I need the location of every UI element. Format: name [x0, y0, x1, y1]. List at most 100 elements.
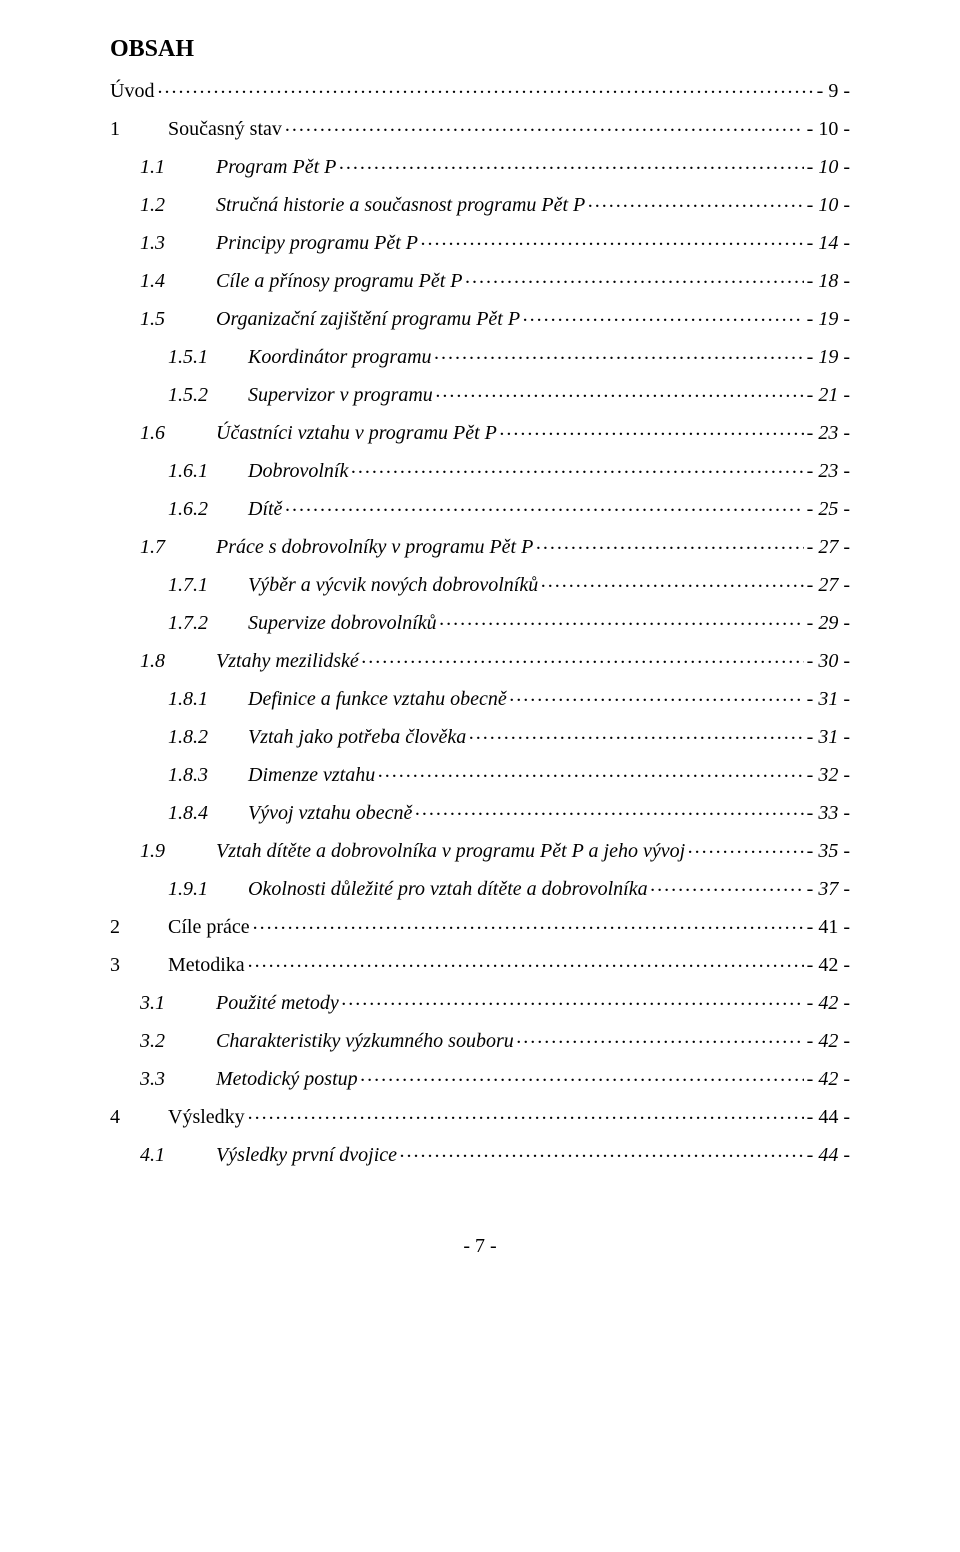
- toc-list: Úvod- 9 -1Současný stav- 10 -1.1Program …: [110, 77, 850, 1165]
- toc-entry-number: 4.1: [140, 1145, 216, 1165]
- toc-row: 1.5Organizační zajištění programu Pět P -…: [110, 305, 850, 329]
- toc-entry-number: 1.5: [140, 309, 216, 329]
- toc-row: 1.8.2Vztah jako potřeba člověka- 31 -: [110, 723, 850, 747]
- toc-leader-dots: [688, 837, 804, 857]
- toc-entry-page: - 35 -: [807, 841, 850, 861]
- toc-title: OBSAH: [110, 36, 850, 63]
- toc-entry-text: Vztahy mezilidské: [216, 650, 359, 672]
- toc-entry-label: 1Současný stav: [110, 119, 282, 139]
- toc-entry-page: - 19 -: [807, 309, 850, 329]
- toc-entry-label: 1.5.1Koordinátor programu: [168, 347, 432, 367]
- toc-row: 1.6.1Dobrovolník - 23 -: [110, 457, 850, 481]
- toc-entry-page: - 9 -: [817, 81, 850, 101]
- toc-entry-label: 1.8.4Vývoj vztahu obecně: [168, 803, 412, 823]
- toc-leader-dots: [361, 1065, 804, 1085]
- toc-entry-text: Cíle a přínosy programu Pět P: [216, 270, 462, 292]
- toc-entry-page: - 19 -: [807, 347, 850, 367]
- toc-entry-page: - 42 -: [807, 1031, 850, 1051]
- toc-entry-number: 3.3: [140, 1069, 216, 1089]
- toc-leader-dots: [435, 343, 804, 363]
- toc-leader-dots: [285, 495, 803, 515]
- toc-entry-page: - 27 -: [807, 575, 850, 595]
- toc-entry-number: 1.9: [140, 841, 216, 861]
- toc-leader-dots: [588, 191, 803, 211]
- toc-entry-page: - 14 -: [807, 233, 850, 253]
- toc-entry-label: 3.2Charakteristiky výzkumného souboru: [140, 1031, 514, 1051]
- toc-row: 3.2Charakteristiky výzkumného souboru - 4…: [110, 1027, 850, 1051]
- toc-entry-text: Dobrovolník: [248, 460, 348, 482]
- toc-entry-text: Dimenze vztahu: [248, 764, 375, 786]
- toc-row: 1.2Stručná historie a současnost program…: [110, 191, 850, 215]
- toc-entry-label: 3Metodika: [110, 955, 245, 975]
- toc-leader-dots: [523, 305, 804, 325]
- toc-entry-label: 1.8Vztahy mezilidské: [140, 651, 359, 671]
- toc-entry-text: Metodický postup: [216, 1068, 358, 1090]
- toc-row: 1.1Program Pět P - 10 -: [110, 153, 850, 177]
- toc-entry-number: 1.9.1: [168, 879, 248, 899]
- toc-leader-dots: [440, 609, 804, 629]
- toc-entry-text: Výsledky první dvojice: [216, 1144, 397, 1166]
- toc-leader-dots: [253, 913, 804, 933]
- toc-row: 4Výsledky- 44 -: [110, 1103, 850, 1127]
- toc-entry-label: 1.6.1Dobrovolník: [168, 461, 348, 481]
- toc-entry-page: - 25 -: [807, 499, 850, 519]
- toc-entry-label: 1.9Vztah dítěte a dobrovolníka v program…: [140, 841, 685, 861]
- toc-entry-number: 1.6.1: [168, 461, 248, 481]
- toc-entry-page: - 44 -: [807, 1145, 850, 1165]
- toc-entry-text: Úvod: [110, 80, 154, 102]
- toc-entry-text: Organizační zajištění programu Pět P: [216, 308, 520, 330]
- toc-entry-page: - 33 -: [807, 803, 850, 823]
- toc-entry-label: Úvod: [110, 81, 154, 101]
- toc-entry-text: Koordinátor programu: [248, 346, 432, 368]
- toc-entry-label: 1.6.2Dítě: [168, 499, 282, 519]
- toc-entry-number: 1.5.2: [168, 385, 248, 405]
- toc-entry-number: 1.6: [140, 423, 216, 443]
- toc-entry-text: Vývoj vztahu obecně: [248, 802, 412, 824]
- toc-entry-number: 1.2: [140, 195, 216, 215]
- toc-entry-label: 3.3Metodický postup: [140, 1069, 358, 1089]
- toc-leader-dots: [285, 115, 804, 135]
- toc-row: 1.6.2Dítě - 25 -: [110, 495, 850, 519]
- toc-row: 1.9.1Okolnosti důležité pro vztah dítěte…: [110, 875, 850, 899]
- toc-entry-text: Vztah dítěte a dobrovolníka v programu P…: [216, 840, 685, 862]
- toc-entry-number: 1.7: [140, 537, 216, 557]
- toc-entry-page: - 18 -: [807, 271, 850, 291]
- toc-entry-page: - 23 -: [807, 461, 850, 481]
- toc-row: 2Cíle práce- 41 -: [110, 913, 850, 937]
- toc-entry-label: 3.1Použité metody: [140, 993, 339, 1013]
- toc-row: 1.5.2Supervizor v programu- 21 -: [110, 381, 850, 405]
- toc-entry-page: - 42 -: [807, 955, 850, 975]
- toc-entry-text: Principy programu Pět P: [216, 232, 418, 254]
- toc-entry-text: Současný stav: [168, 118, 282, 140]
- toc-entry-number: 1.1: [140, 157, 216, 177]
- toc-entry-label: 1.7.1Výběr a výcvik nových dobrovolníků: [168, 575, 538, 595]
- toc-row: 1.7.1Výběr a výcvik nových dobrovolníků -…: [110, 571, 850, 595]
- toc-entry-label: 1.2Stručná historie a současnost program…: [140, 195, 585, 215]
- toc-entry-text: Výběr a výcvik nových dobrovolníků: [248, 574, 538, 596]
- toc-entry-number: 1.8: [140, 651, 216, 671]
- toc-entry-label: 4.1Výsledky první dvojice: [140, 1145, 397, 1165]
- toc-entry-number: 1.8.1: [168, 689, 248, 709]
- toc-entry-label: 1.3Principy programu Pět P: [140, 233, 418, 253]
- toc-entry-text: Supervize dobrovolníků: [248, 612, 437, 634]
- toc-row: 4.1Výsledky první dvojice - 44 -: [110, 1141, 850, 1165]
- toc-entry-page: - 29 -: [807, 613, 850, 633]
- toc-leader-dots: [339, 153, 803, 173]
- toc-leader-dots: [157, 77, 813, 97]
- toc-leader-dots: [541, 571, 803, 591]
- toc-entry-number: 1: [110, 119, 168, 139]
- toc-row: 1.4Cíle a přínosy programu Pět P- 18 -: [110, 267, 850, 291]
- toc-entry-number: 3.1: [140, 993, 216, 1013]
- toc-entry-text: Stručná historie a současnost programu P…: [216, 194, 585, 216]
- toc-entry-text: Vztah jako potřeba člověka: [248, 726, 466, 748]
- toc-entry-number: 1.7.1: [168, 575, 248, 595]
- toc-entry-label: 1.7.2Supervize dobrovolníků: [168, 613, 437, 633]
- toc-entry-number: 1.8.4: [168, 803, 248, 823]
- toc-leader-dots: [248, 1103, 804, 1123]
- toc-leader-dots: [517, 1027, 804, 1047]
- toc-entry-page: - 10 -: [807, 157, 850, 177]
- toc-entry-label: 1.8.1Definice a funkce vztahu obecně: [168, 689, 507, 709]
- toc-entry-text: Program Pět P: [216, 156, 336, 178]
- toc-leader-dots: [469, 723, 803, 743]
- toc-row: 1.8Vztahy mezilidské- 30 -: [110, 647, 850, 671]
